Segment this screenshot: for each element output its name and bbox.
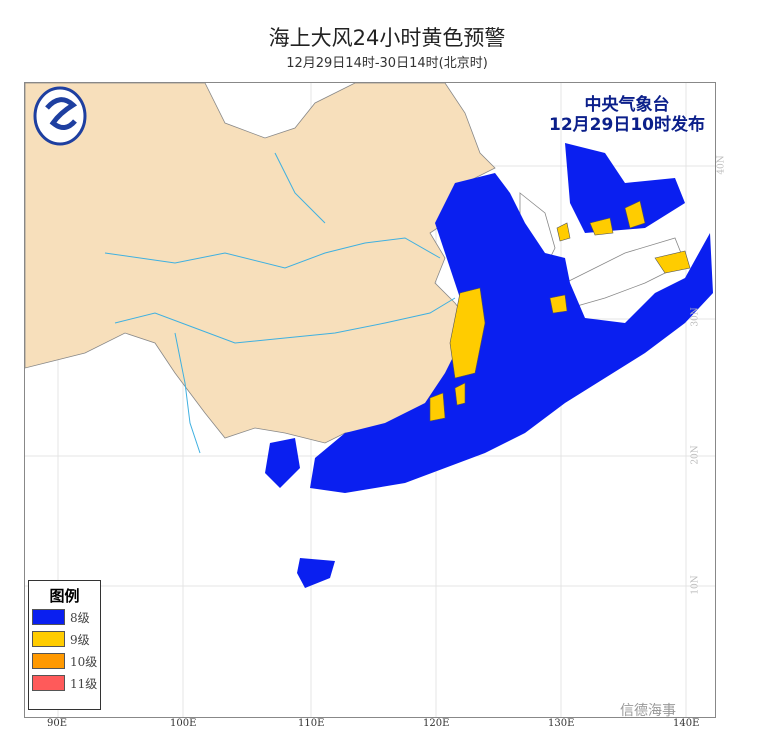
legend-swatch: [32, 675, 65, 691]
gale-area-level-8: [265, 143, 713, 588]
legend-label: 8级: [70, 610, 90, 625]
legend-swatch: [32, 631, 65, 647]
lon-label: 120E: [423, 718, 450, 729]
legend: 图例 8级 9级 10级 11级: [28, 580, 101, 710]
rivers: [104, 152, 456, 454]
legend-title: 图例: [49, 587, 80, 605]
lat-label: 30N: [690, 307, 701, 327]
valid-period: 12月29日14时-30日14时(北京时): [286, 56, 488, 71]
lat-label: 40N: [716, 155, 727, 175]
legend-item: 11级: [32, 672, 100, 694]
legend-item: 9级: [32, 628, 100, 650]
legend-label: 11级: [70, 676, 98, 691]
legend-label: 9级: [70, 632, 90, 647]
lon-label: 110E: [298, 718, 325, 729]
legend-label: 10级: [70, 654, 98, 669]
lat-label: 10N: [690, 575, 701, 595]
issuer-stamp: 中央气象台 12月29日10时发布: [549, 95, 705, 135]
lon-label: 140E: [673, 718, 700, 729]
watermark: 信德海事: [620, 703, 676, 719]
issue-time: 12月29日10时发布: [549, 115, 705, 135]
issuer-name: 中央气象台: [584, 95, 670, 115]
lon-label: 130E: [548, 718, 575, 729]
legend-swatch: [32, 653, 65, 669]
lon-label: 100E: [170, 718, 197, 729]
legend-item: 8级: [32, 606, 100, 628]
legend-swatch: [32, 609, 65, 625]
lat-label: 20N: [690, 445, 701, 465]
china-landmass: [25, 83, 496, 444]
lon-label: 90E: [47, 718, 68, 729]
map-canvas: [25, 83, 715, 717]
gale-area-level-9: [429, 200, 691, 422]
map-title: 海上大风24小时黄色预警: [268, 26, 506, 50]
warning-map: 中央气象台 12月29日10时发布 图例 8级 9级 10级 11级: [24, 82, 716, 718]
legend-item: 10级: [32, 650, 100, 672]
cma-logo: [33, 86, 87, 146]
